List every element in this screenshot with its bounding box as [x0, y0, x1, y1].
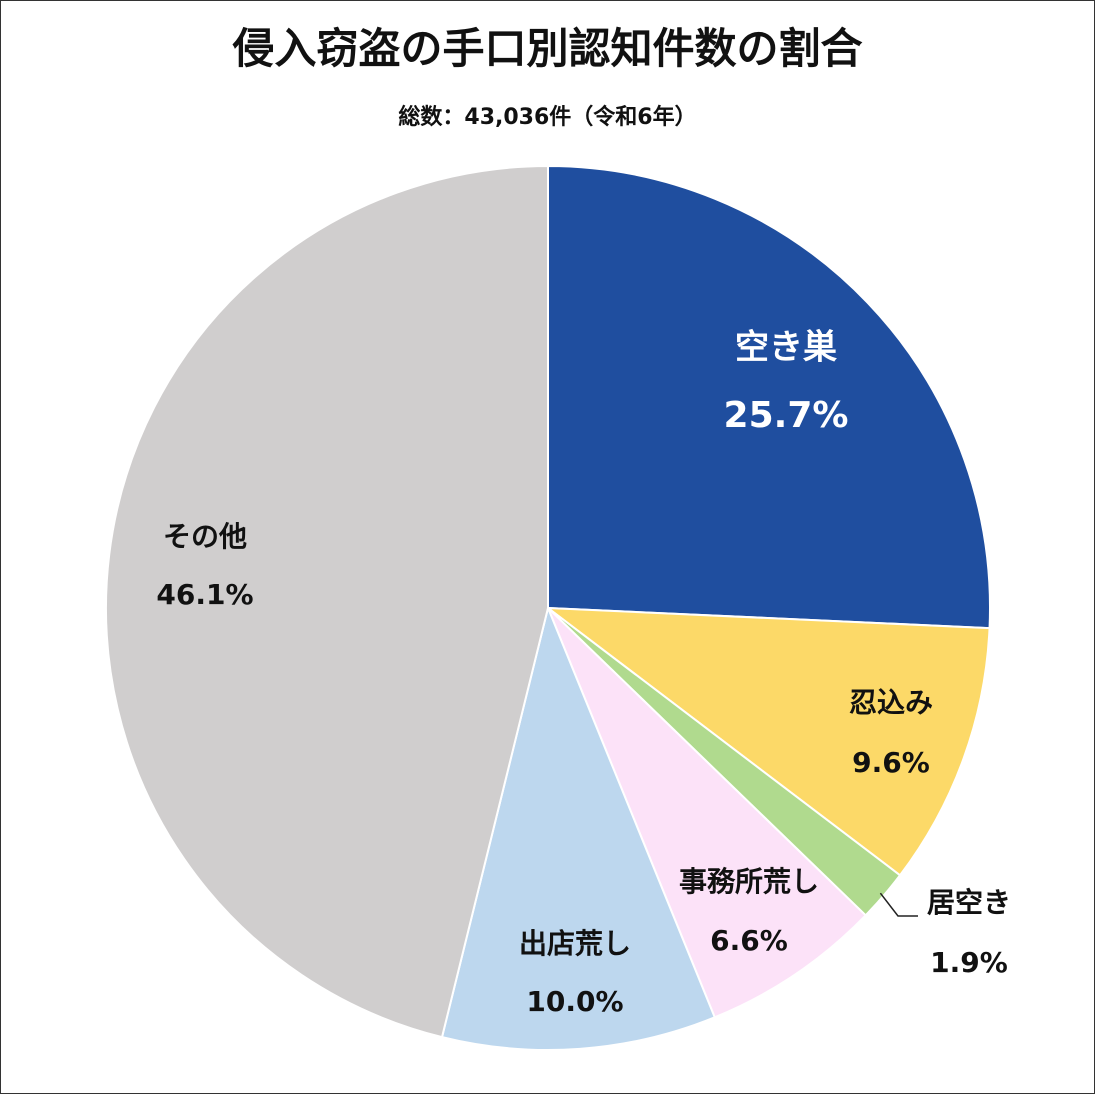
slice-value-label-2: 1.9%: [930, 946, 1008, 979]
pie-slice-3: [547, 607, 868, 1019]
pie-slice-5: [104, 164, 549, 1039]
slice-label-5: その他: [163, 520, 247, 553]
slice-value-label-3: 6.6%: [710, 924, 788, 957]
chart-title: 侵入窃盗の手口別認知件数の割合: [232, 24, 863, 73]
chart-subtitle: 総数：43,036件（令和6年）: [398, 105, 697, 130]
slice-label-2: 居空き: [927, 886, 1011, 919]
slice-label-0: 空き巣: [735, 328, 837, 368]
slice-label-3: 事務所荒し: [679, 865, 819, 898]
slice-value-label-1: 9.6%: [852, 746, 930, 779]
pie-slice-4: [440, 604, 717, 1051]
slice-value-label-4: 10.0%: [526, 985, 623, 1018]
slice-value-label-5: 46.1%: [156, 578, 253, 611]
slice-label-4: 出店荒し: [519, 927, 631, 960]
slice-label-1: 忍込み: [849, 686, 933, 719]
leader-line-2: [879, 892, 918, 917]
pie-slice-0: [547, 164, 991, 630]
slice-value-label-0: 25.7%: [724, 395, 849, 436]
pie-slice-1: [544, 606, 991, 877]
